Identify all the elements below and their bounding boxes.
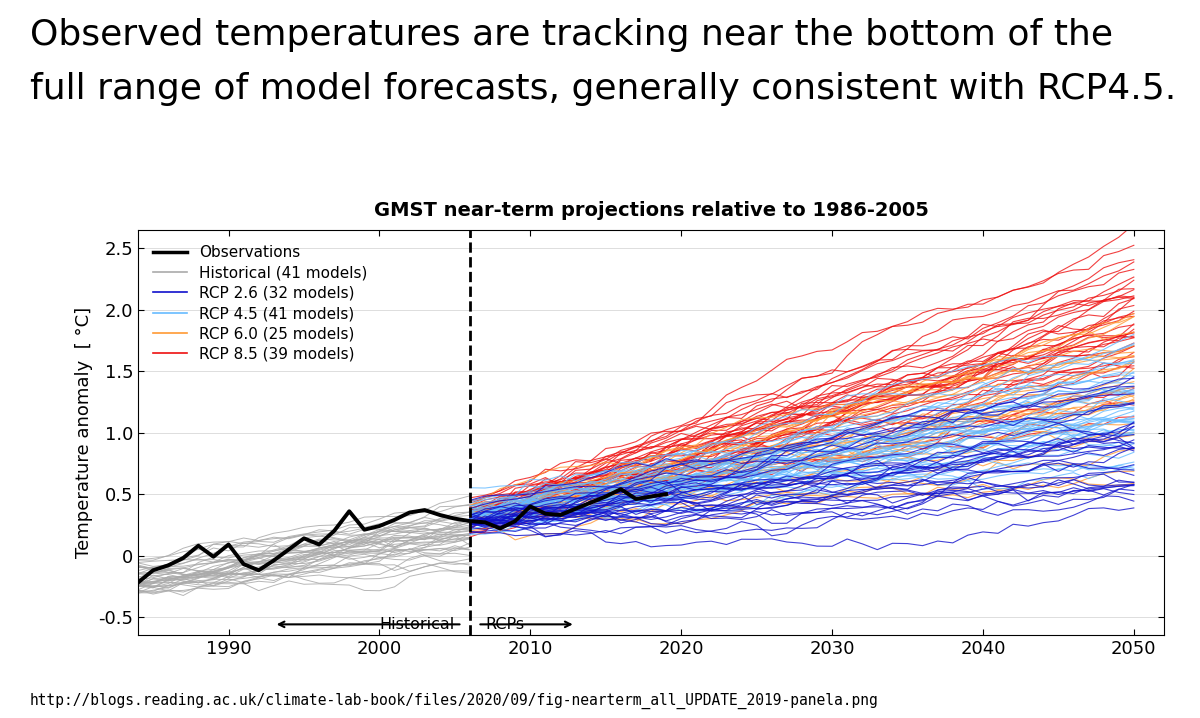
Y-axis label: Temperature anomaly  [ °C]: Temperature anomaly [ °C] (74, 307, 92, 558)
Legend: Observations, Historical (41 models), RCP 2.6 (32 models), RCP 4.5 (41 models), : Observations, Historical (41 models), RC… (145, 238, 376, 370)
Text: RCPs: RCPs (485, 617, 524, 632)
Text: full range of model forecasts, generally consistent with RCP4.5.: full range of model forecasts, generally… (30, 72, 1176, 106)
Text: http://blogs.reading.ac.uk/climate-lab-book/files/2020/09/fig-nearterm_all_UPDAT: http://blogs.reading.ac.uk/climate-lab-b… (30, 693, 878, 709)
Text: Historical: Historical (379, 617, 455, 632)
Title: GMST near-term projections relative to 1986-2005: GMST near-term projections relative to 1… (373, 201, 929, 220)
Text: Observed temperatures are tracking near the bottom of the: Observed temperatures are tracking near … (30, 18, 1114, 52)
